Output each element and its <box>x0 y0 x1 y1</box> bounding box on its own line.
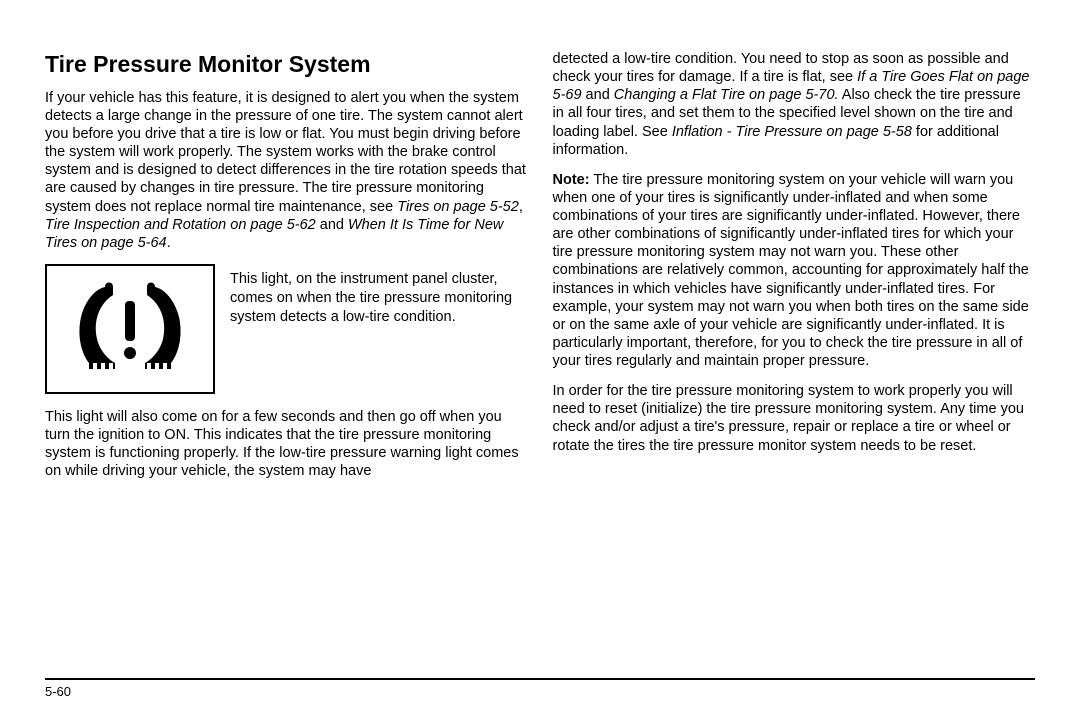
two-column-layout: Tire Pressure Monitor System If your veh… <box>45 50 1035 670</box>
section-heading: Tire Pressure Monitor System <box>45 50 528 79</box>
body-text: The tire pressure monitoring system on y… <box>553 172 1029 369</box>
page-number: 5-60 <box>45 684 71 699</box>
reference-link: Inflation - Tire Pressure on page 5-58 <box>672 124 912 140</box>
tpms-warning-icon <box>75 279 185 379</box>
body-text: . <box>167 235 171 251</box>
icon-caption: This light, on the instrument panel clus… <box>230 264 528 327</box>
body-text: and <box>316 217 348 233</box>
note-label: Note: <box>553 172 590 188</box>
body-text: , <box>519 199 523 215</box>
body-paragraph: This light will also come on for a few s… <box>45 408 528 481</box>
body-text: and <box>582 87 614 103</box>
intro-paragraph: If your vehicle has this feature, it is … <box>45 89 528 252</box>
icon-with-caption: This light, on the instrument panel clus… <box>45 264 528 394</box>
body-text: If your vehicle has this feature, it is … <box>45 90 526 215</box>
body-paragraph: In order for the tire pressure monitorin… <box>553 382 1036 455</box>
reference-link: Changing a Flat Tire on page 5-70. <box>614 87 839 103</box>
reference-link: Tires on page 5-52 <box>397 199 519 215</box>
body-paragraph: detected a low-tire condition. You need … <box>553 50 1036 159</box>
left-column: Tire Pressure Monitor System If your veh… <box>45 50 528 670</box>
reference-link: Tire Inspection and Rotation on page 5-6… <box>45 217 316 233</box>
page-footer: 5-60 <box>45 678 1035 699</box>
note-paragraph: Note: The tire pressure monitoring syste… <box>553 171 1036 370</box>
right-column: detected a low-tire condition. You need … <box>553 50 1036 670</box>
tpms-icon-box <box>45 264 215 394</box>
